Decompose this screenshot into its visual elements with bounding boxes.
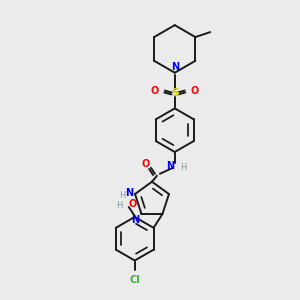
Text: Cl: Cl (129, 275, 140, 285)
Text: H: H (119, 190, 125, 200)
Text: N: N (131, 215, 140, 225)
Text: O: O (190, 85, 199, 96)
Text: O: O (142, 159, 150, 169)
Text: H: H (116, 200, 123, 209)
Text: O: O (129, 199, 137, 209)
Text: O: O (151, 85, 159, 96)
Text: N: N (171, 62, 179, 72)
Text: S: S (171, 88, 179, 98)
Text: H: H (180, 163, 186, 172)
Text: N: N (166, 161, 174, 171)
Text: N: N (125, 188, 133, 198)
